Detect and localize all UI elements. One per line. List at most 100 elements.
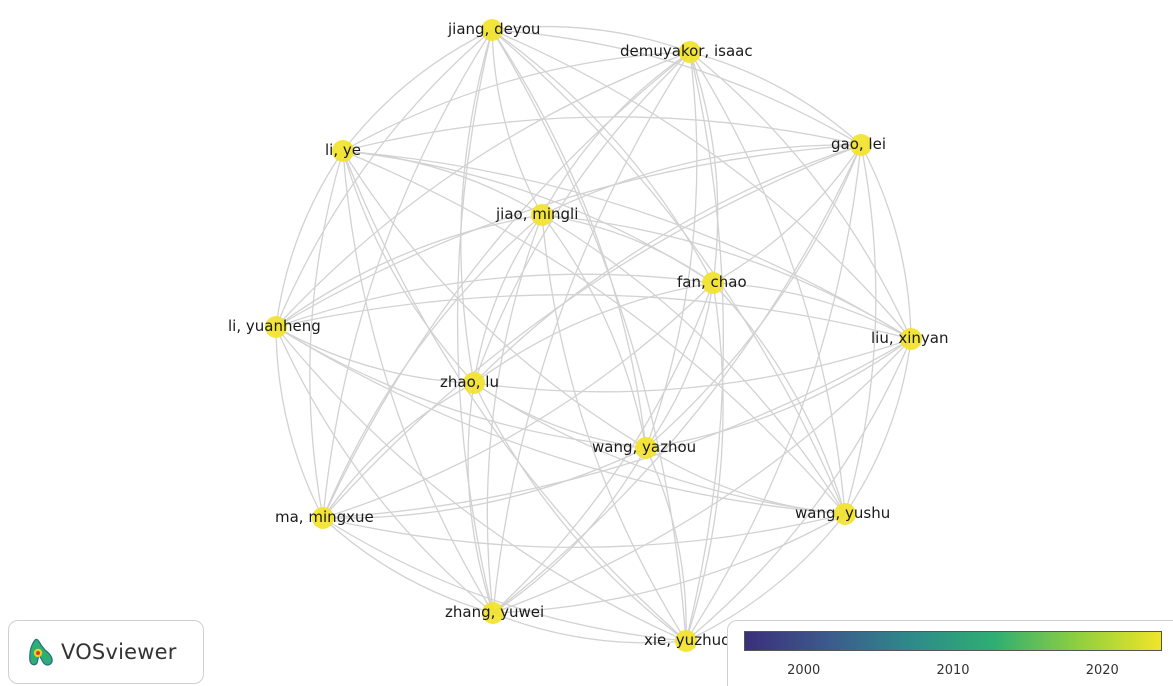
node-zhao_lu[interactable] [463, 372, 485, 394]
edge-li_yuanheng-liu_xinyan [275, 294, 912, 340]
edge-demuyakor_isaac-ma_mingxue [322, 51, 691, 519]
legend-tick-label: 2000 [787, 663, 821, 678]
edge-zhao_lu-xie_yuzhuo [473, 382, 687, 642]
node-label-wang_yazhou[interactable]: wang, yazhou [592, 438, 696, 456]
edge-li_ye-xie_yuzhuo [342, 150, 687, 642]
edge-gao_lei-li_yuanheng [275, 144, 862, 328]
label-layer: jiang, deyou demuyakor, isaac gao, lei li, … [228, 20, 949, 649]
edge-li_ye-li_yuanheng [275, 150, 344, 328]
node-label-gao_lei[interactable]: gao, lei [831, 135, 886, 153]
edge-jiang_deyou-zhang_yuwei [456, 29, 494, 614]
edge-demuyakor_isaac-li_yuanheng [275, 51, 691, 328]
edge-li_yuanheng-ma_mingxue [275, 326, 324, 519]
edge-fan_chao-wang_yushu [712, 282, 846, 515]
edge-jiang_deyou-xie_yuzhuo [491, 29, 687, 642]
node-jiang_deyou[interactable] [481, 19, 503, 41]
node-li_yuanheng[interactable] [265, 316, 287, 338]
edge-gao_lei-jiao_mingli [541, 144, 862, 216]
edge-ma_mingxue-wang_yushu [322, 513, 846, 548]
edge-jiao_mingli-zhang_yuwei [486, 214, 543, 614]
edge-demuyakor_isaac-jiao_mingli [541, 51, 691, 216]
edge-ma_mingxue-xie_yuzhuo [322, 517, 687, 642]
edge-fan_chao-liu_xinyan [712, 282, 912, 340]
edge-ma_mingxue-zhang_yuwei [322, 517, 494, 614]
edge-li_ye-zhao_lu [342, 150, 475, 384]
node-label-li_ye[interactable]: li, ye [325, 141, 361, 159]
edge-jiang_deyou-zhao_lu [460, 29, 493, 384]
edge-li_yuanheng-wang_yushu [275, 326, 846, 515]
edge-gao_lei-xie_yuzhuo [685, 144, 862, 642]
edge-zhao_lu-ma_mingxue [322, 382, 475, 519]
node-fan_chao[interactable] [702, 272, 724, 294]
node-label-jiao_mingli[interactable]: jiao, mingli [495, 205, 578, 223]
edge-wang_yazhou-zhang_yuwei [492, 447, 647, 614]
edge-jiao_mingli-li_yuanheng [275, 214, 543, 328]
edge-li_ye-wang_yazhou [342, 150, 647, 449]
node-label-xie_yuzhuo[interactable]: xie, yuzhuo [644, 631, 730, 649]
node-li_ye[interactable] [332, 140, 354, 162]
edge-demuyakor_isaac-xie_yuzhuo [685, 51, 725, 642]
edge-jiang_deyou-wang_yushu [491, 29, 846, 515]
edge-li_yuanheng-zhao_lu [275, 326, 475, 384]
node-label-ma_mingxue[interactable]: ma, mingxue [275, 508, 374, 526]
node-label-liu_xinyan[interactable]: liu, xinyan [871, 329, 949, 347]
year-legend: 2000 2010 2020 [727, 620, 1173, 686]
edge-gao_lei-wang_yazhou [645, 144, 862, 449]
edge-layer [275, 25, 912, 644]
edge-fan_chao-wang_yazhou [645, 282, 714, 449]
edge-gao_lei-liu_xinyan [860, 144, 912, 340]
node-demuyakor_isaac[interactable] [679, 41, 701, 63]
edge-jiang_deyou-liu_xinyan [491, 29, 912, 340]
node-label-wang_yushu[interactable]: wang, yushu [795, 504, 890, 522]
edge-li_ye-liu_xinyan [342, 150, 912, 340]
node-liu_xinyan[interactable] [900, 328, 922, 350]
edge-zhao_lu-zhang_yuwei [467, 382, 494, 614]
edge-demuyakor_isaac-zhang_yuwei [492, 51, 691, 614]
node-zhang_yuwei[interactable] [482, 602, 504, 624]
edge-li_ye-wang_yushu [342, 150, 846, 515]
edge-gao_lei-li_ye [342, 116, 862, 152]
node-gao_lei[interactable] [850, 134, 872, 156]
edge-jiao_mingli-fan_chao [541, 214, 714, 284]
edge-li_ye-ma_mingxue [309, 150, 344, 519]
edge-jiang_deyou-jiao_mingli [491, 29, 543, 216]
edge-gao_lei-zhang_yuwei [492, 144, 862, 614]
edge-fan_chao-ma_mingxue [322, 282, 714, 519]
edge-jiang_deyou-gao_lei [491, 29, 862, 146]
edge-jiang_deyou-li_yuanheng [275, 29, 493, 328]
edge-jiang_deyou-fan_chao [491, 29, 714, 284]
edge-demuyakor_isaac-wang_yazhou [645, 51, 698, 449]
legend-tick-label: 2020 [1085, 663, 1119, 678]
node-ma_mingxue[interactable] [312, 507, 334, 529]
node-layer [265, 19, 922, 652]
edge-li_yuanheng-zhang_yuwei [275, 326, 494, 614]
node-label-fan_chao[interactable]: fan, chao [677, 273, 747, 291]
edge-jiao_mingli-ma_mingxue [322, 214, 543, 519]
node-wang_yushu[interactable] [834, 503, 856, 525]
edge-gao_lei-fan_chao [712, 144, 862, 284]
edge-wang_yushu-zhang_yuwei [492, 513, 846, 614]
edge-li_ye-zhang_yuwei [342, 150, 494, 614]
edge-zhang_yuwei-xie_yuzhuo [492, 612, 687, 644]
node-label-jiang_deyou[interactable]: jiang, deyou [447, 20, 540, 38]
edge-demuyakor_isaac-liu_xinyan [689, 51, 912, 340]
edge-demuyakor_isaac-gao_lei [689, 51, 862, 146]
edge-jiang_deyou-ma_mingxue [322, 29, 493, 519]
node-jiao_mingli[interactable] [531, 204, 553, 226]
legend-tick-label: 2010 [936, 663, 970, 678]
edge-gao_lei-ma_mingxue [322, 144, 862, 519]
node-label-demuyakor_isaac[interactable]: demuyakor, isaac [620, 42, 753, 60]
edge-liu_xinyan-xie_yuzhuo [685, 338, 912, 642]
edge-fan_chao-zhao_lu [473, 282, 714, 384]
node-wang_yazhou[interactable] [635, 437, 657, 459]
node-label-zhang_yuwei[interactable]: zhang, yuwei [445, 603, 544, 621]
vosviewer-logo-icon [29, 638, 53, 666]
edge-fan_chao-li_yuanheng [275, 273, 714, 328]
vosviewer-logo-panel: VOSviewer [8, 620, 204, 684]
node-label-zhao_lu[interactable]: zhao, lu [440, 373, 499, 391]
edge-jiao_mingli-zhao_lu [473, 214, 543, 384]
node-xie_yuzhuo[interactable] [675, 630, 697, 652]
edge-fan_chao-xie_yuzhuo [685, 282, 724, 642]
node-label-li_yuanheng[interactable]: li, yuanheng [228, 317, 321, 335]
